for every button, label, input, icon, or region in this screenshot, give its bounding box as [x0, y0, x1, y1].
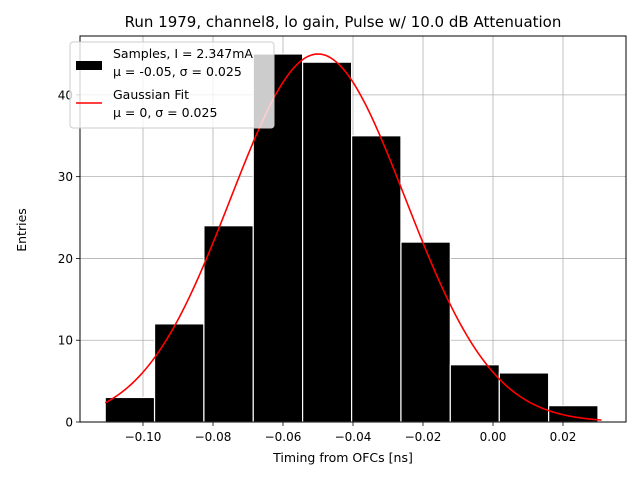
x-tick-label: −0.02 [405, 430, 442, 444]
histogram-bar [153, 323, 205, 423]
y-tick-label: 0 [65, 416, 73, 430]
histogram-bar [203, 225, 254, 423]
histogram-bars [104, 53, 599, 423]
legend-box [69, 41, 275, 129]
x-axis-label: Timing from OFCs [ns] [272, 450, 413, 465]
gaussian-fit-line [104, 53, 602, 421]
histogram-bar [351, 135, 402, 423]
legend-fit-line1: Gaussian Fit [113, 87, 189, 102]
chart-title: Run 1979, channel8, lo gain, Pulse w/ 10… [125, 13, 562, 31]
y-tick-label: 10 [58, 334, 73, 348]
x-tick-label: −0.08 [195, 430, 232, 444]
legend-samples-line1: Samples, I = 2.347mA [113, 46, 253, 61]
histogram-bar [498, 372, 550, 423]
x-tick-label: 0.02 [550, 430, 577, 444]
x-tick-label: −0.06 [265, 430, 302, 444]
y-tick-label: 40 [58, 88, 73, 102]
histogram-bar [400, 241, 451, 423]
y-axis-label: Entries [14, 208, 29, 252]
legend-samples-line2: μ = -0.05, σ = 0.025 [113, 64, 242, 79]
legend-fit-line2: μ = 0, σ = 0.025 [113, 105, 217, 120]
histogram-bar [449, 364, 500, 423]
histogram-bar [302, 61, 353, 423]
legend-samples-swatch [76, 61, 102, 70]
y-tick-label: 30 [58, 170, 73, 184]
legend: Samples, I = 2.347mA μ = -0.05, σ = 0.02… [69, 41, 275, 129]
histogram-bar [104, 396, 156, 423]
x-tick-label: 0.00 [480, 430, 507, 444]
y-axis-ticks: 0 10 20 30 40 [58, 88, 80, 430]
y-tick-label: 20 [58, 252, 73, 266]
x-tick-label: −0.10 [125, 430, 162, 444]
x-tick-label: −0.04 [335, 430, 372, 444]
x-axis-ticks: −0.10 −0.08 −0.06 −0.04 −0.02 0.00 0.02 [125, 422, 577, 444]
